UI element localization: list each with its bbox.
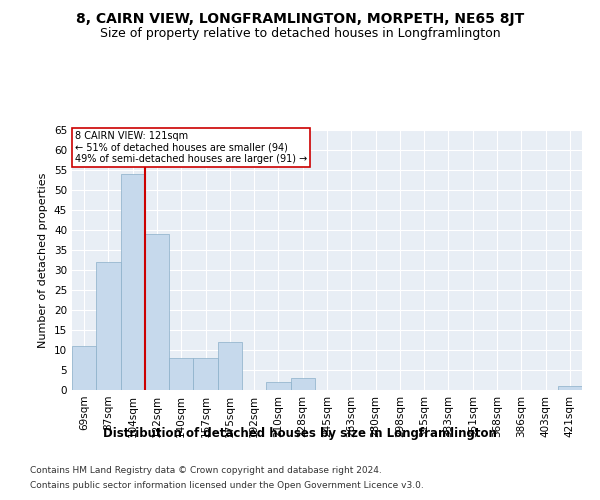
Bar (121, 174, 145, 390)
Bar (169, 358, 193, 390)
Bar (72, 346, 96, 390)
Bar (193, 358, 218, 390)
Bar (266, 382, 290, 390)
Bar (218, 342, 242, 390)
Bar (558, 386, 582, 390)
Text: Distribution of detached houses by size in Longframlington: Distribution of detached houses by size … (103, 428, 497, 440)
Text: Size of property relative to detached houses in Longframlington: Size of property relative to detached ho… (100, 28, 500, 40)
Text: 8, CAIRN VIEW, LONGFRAMLINGTON, MORPETH, NE65 8JT: 8, CAIRN VIEW, LONGFRAMLINGTON, MORPETH,… (76, 12, 524, 26)
Text: 8 CAIRN VIEW: 121sqm
← 51% of detached houses are smaller (94)
49% of semi-detac: 8 CAIRN VIEW: 121sqm ← 51% of detached h… (74, 132, 307, 164)
Text: Contains public sector information licensed under the Open Government Licence v3: Contains public sector information licen… (30, 481, 424, 490)
Text: Contains HM Land Registry data © Crown copyright and database right 2024.: Contains HM Land Registry data © Crown c… (30, 466, 382, 475)
Bar (96, 262, 121, 390)
Bar (290, 378, 315, 390)
Y-axis label: Number of detached properties: Number of detached properties (38, 172, 49, 348)
Bar (145, 234, 169, 390)
